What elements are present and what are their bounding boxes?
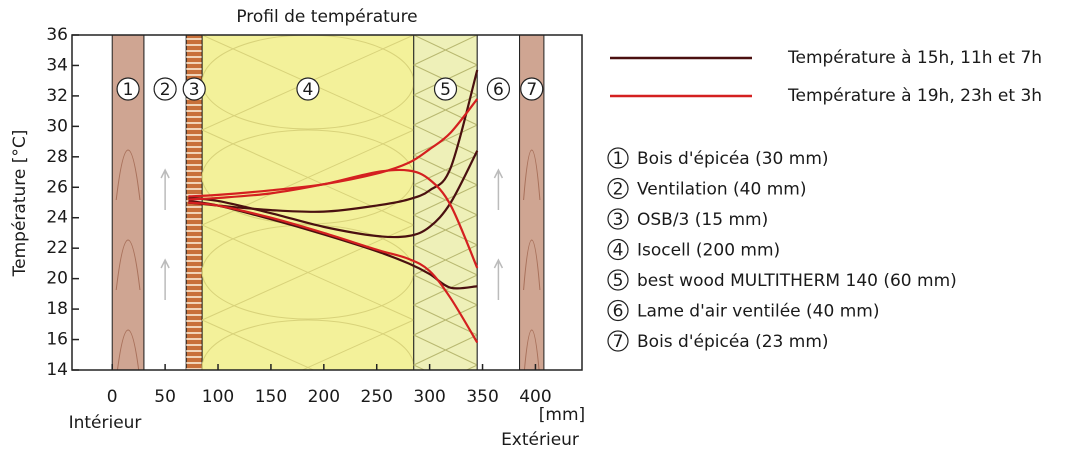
x-tick-label: 100 [202,387,234,407]
layer-number: 2 [160,80,171,100]
x-tick-label: 300 [413,387,445,407]
legend-layer-label: Bois d'épicéa (30 mm) [637,149,829,169]
outside-label: Extérieur [501,430,579,450]
x-tick-label: 350 [466,387,498,407]
layer-number: 3 [189,80,200,100]
x-tick-label: 50 [154,387,176,407]
y-tick-label: 22 [46,238,68,258]
y-tick-label: 20 [46,269,68,289]
layer-number: 7 [526,80,537,100]
layer-number: 5 [440,80,451,100]
chart-title: Profil de température [236,7,417,27]
legend-layer-number: 7 [613,332,624,352]
legend-layer-number: 1 [613,149,624,169]
legend-layer-number: 5 [613,271,624,291]
y-tick-label: 24 [46,208,68,228]
x-tick-label: 400 [519,387,551,407]
legend-layer-label: Ventilation (40 mm) [637,180,806,200]
legend-layer-label: Lame d'air ventilée (40 mm) [637,302,879,322]
x-tick-label: 150 [255,387,287,407]
chart: Profil de température Température [°C] [… [0,0,1090,454]
x-tick-label: 250 [361,387,393,407]
x-tick-label: 0 [107,387,118,407]
legend-layer-number: 2 [613,180,624,200]
y-tick-label: 18 [46,299,68,319]
y-tick-label: 14 [46,360,68,380]
y-tick-label: 26 [46,177,68,197]
y-tick-label: 32 [46,86,68,106]
legend-layer-label: Bois d'épicéa (23 mm) [637,332,829,352]
legend-layer-label: Isocell (200 mm) [637,241,780,261]
legend-label: Température à 19h, 23h et 3h [787,86,1042,106]
legend-layer-label: best wood MULTITHERM 140 (60 mm) [637,271,957,291]
legend-layer-number: 3 [613,210,624,230]
legend-layer-label: OSB/3 (15 mm) [637,210,768,230]
legend-layer-number: 4 [613,241,624,261]
y-tick-label: 16 [46,330,68,350]
legend-label: Température à 15h, 11h et 7h [787,48,1042,68]
y-tick-label: 30 [46,116,68,136]
inside-label: Intérieur [69,413,142,433]
y-tick-label: 34 [46,55,68,75]
layer-number: 4 [303,80,314,100]
y-tick-label: 36 [46,25,68,45]
y-tick-label: 28 [46,147,68,167]
y-axis-label: Température [°C] [10,130,30,278]
legend-layer-number: 6 [613,302,624,322]
x-unit: [mm] [539,405,585,425]
layer-number: 6 [493,80,504,100]
layer-number: 1 [123,80,134,100]
x-tick-label: 200 [308,387,340,407]
